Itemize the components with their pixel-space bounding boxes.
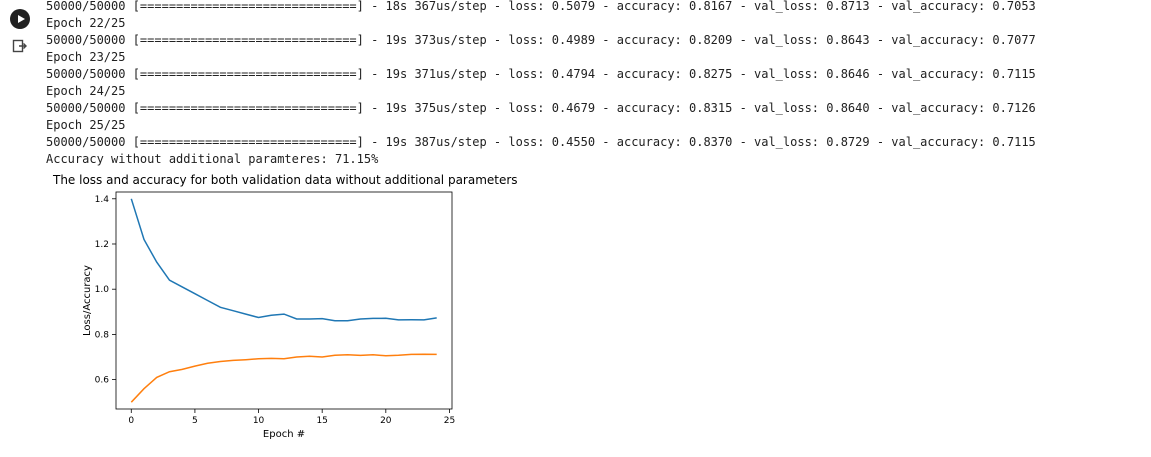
plot-frame (115, 191, 453, 410)
output-line: Epoch 23/25 (46, 50, 126, 64)
y-tick-label: 0.6 (95, 376, 110, 386)
y-axis-label: Loss/Accuracy (82, 265, 93, 336)
cell-output: 50000/50000 [===========================… (46, 0, 1146, 168)
output-line: 50000/50000 [===========================… (46, 135, 1036, 149)
output-line: 50000/50000 [===========================… (46, 0, 1036, 13)
output-line: 50000/50000 [===========================… (46, 101, 1036, 115)
y-tick-label: 1.4 (95, 195, 110, 205)
output-line: 50000/50000 [===========================… (46, 33, 1036, 47)
output-icon[interactable] (12, 38, 28, 54)
x-tick-label: 0 (128, 416, 134, 426)
plot-caption: The loss and accuracy for both validatio… (53, 173, 518, 187)
loss-accuracy-chart: 0 5 10 15 20 25 0.6 0.8 1.0 1.2 1.4 Epoch # Loss/Acc… (82, 191, 455, 440)
play-circle-icon[interactable] (10, 9, 30, 29)
y-tick-label: 0.8 (95, 330, 110, 340)
series-line-0 (130, 198, 437, 322)
y-tick-label: 1.0 (95, 285, 110, 295)
series-line-1 (130, 353, 437, 403)
x-axis-label: Epoch # (263, 429, 305, 440)
output-line: Accuracy without additional paramteres: … (46, 152, 379, 166)
output-line: 50000/50000 [===========================… (46, 67, 1036, 81)
x-tick-label: 10 (253, 416, 265, 426)
cell-gutter (0, 0, 40, 457)
x-tick-label: 5 (192, 416, 198, 426)
output-line: Epoch 25/25 (46, 118, 126, 132)
x-tick-label: 25 (444, 416, 455, 426)
x-tick-label: 20 (380, 416, 392, 426)
x-tick-label: 15 (316, 416, 327, 426)
y-tick-label: 1.2 (95, 240, 109, 250)
output-line: Epoch 22/25 (46, 16, 126, 30)
output-line: Epoch 24/25 (46, 84, 126, 98)
